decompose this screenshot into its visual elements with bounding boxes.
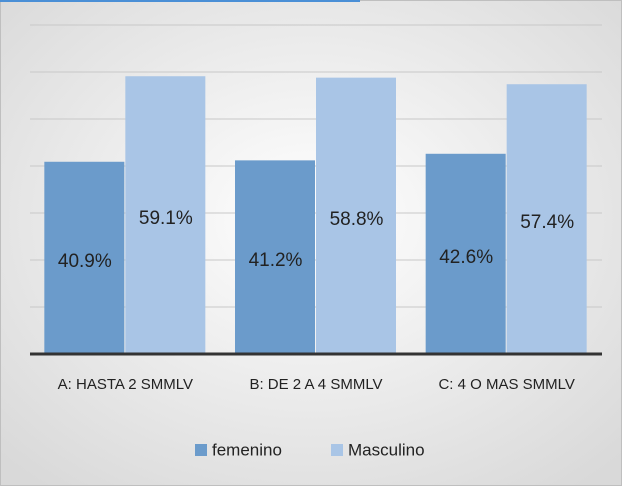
data-label: 59.1% [139, 208, 193, 229]
data-label: 41.2% [249, 250, 303, 271]
x-tick-label: C: 4 O MAS SMMLV [438, 376, 574, 393]
legend-swatch [195, 444, 207, 456]
legend-label: Masculino [348, 440, 425, 459]
data-label: 58.8% [330, 209, 384, 230]
data-label: 40.9% [58, 251, 112, 272]
x-tick-label: B: DE 2 A 4 SMMLV [249, 376, 382, 393]
data-label: 57.4% [520, 212, 574, 233]
bar [125, 76, 206, 354]
legend-label: femenino [212, 440, 282, 459]
bar [316, 77, 396, 354]
bar [44, 161, 125, 354]
data-label: 42.6% [439, 247, 493, 268]
bar [506, 84, 587, 354]
legend-swatch [331, 444, 343, 456]
bar [235, 160, 315, 354]
x-tick-label: A: HASTA 2 SMMLV [58, 376, 193, 393]
bar [425, 153, 506, 354]
